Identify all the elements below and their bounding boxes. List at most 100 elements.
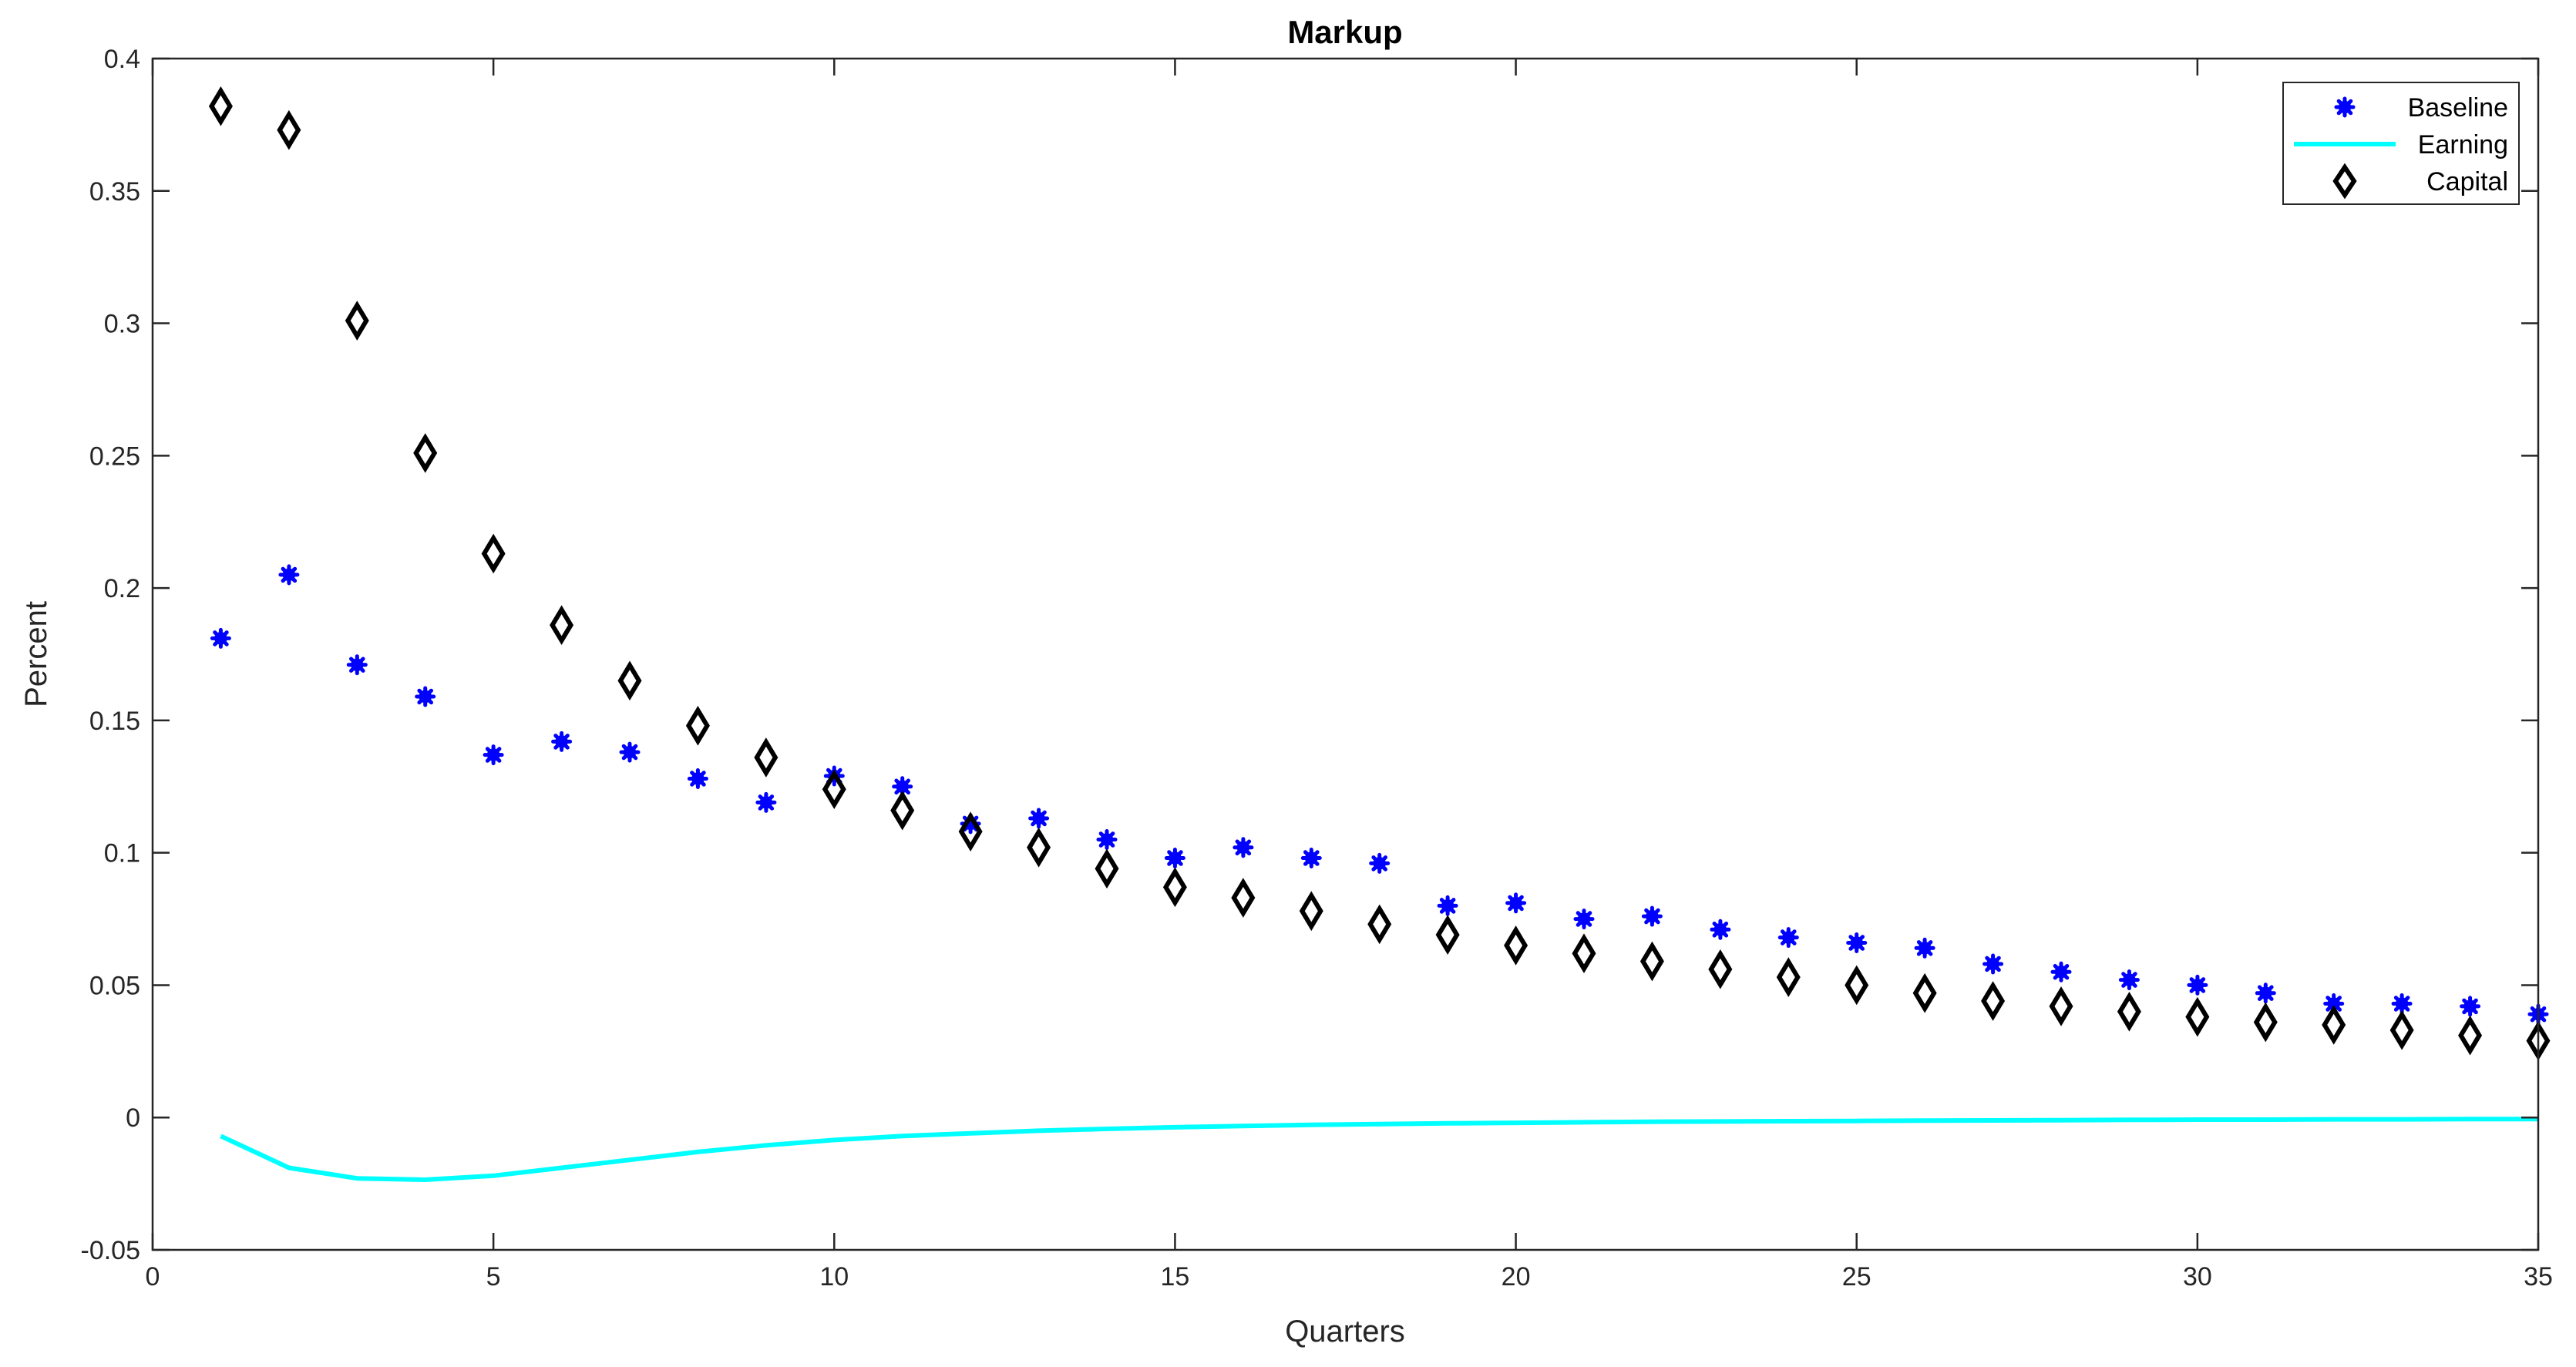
point-capital xyxy=(754,737,779,778)
point-baseline xyxy=(483,744,504,766)
point-capital xyxy=(1845,965,1869,1006)
y-axis-label: Percent xyxy=(19,601,53,707)
point-capital xyxy=(890,790,915,831)
plot-area xyxy=(153,59,2538,1250)
y-tick-label: 0.05 xyxy=(89,971,140,1000)
legend-label-earning: Earning xyxy=(2418,130,2508,160)
ticks-layer: 0 5 10 15 20 25 30 35-0.0500.050.10.150.20.250.… xyxy=(81,45,2553,1291)
x-tick-label: 30 xyxy=(2183,1262,2212,1291)
point-capital xyxy=(413,433,438,473)
point-capital xyxy=(1299,891,1323,932)
point-capital xyxy=(617,660,642,701)
point-baseline xyxy=(1437,895,1458,916)
point-capital xyxy=(2117,991,2141,1032)
point-capital xyxy=(1027,827,1051,868)
series-line-earning xyxy=(220,1117,2538,1182)
point-baseline xyxy=(1096,829,1118,850)
point-baseline xyxy=(1914,937,1935,959)
legend-label-capital: Capital xyxy=(2426,167,2508,196)
point-capital xyxy=(1367,904,1392,945)
point-baseline xyxy=(551,731,573,752)
point-baseline xyxy=(2460,996,2481,1017)
y-tick-label: 0.3 xyxy=(104,310,140,339)
point-capital xyxy=(550,605,574,646)
x-axis-label: Quarters xyxy=(1285,1315,1405,1349)
point-capital xyxy=(1504,925,1528,966)
legend-marker-baseline xyxy=(2334,96,2356,118)
y-tick-label: 0.4 xyxy=(104,45,140,74)
point-capital xyxy=(2458,1015,2483,1056)
x-tick-label: 25 xyxy=(1842,1262,1871,1291)
point-baseline xyxy=(2323,993,2345,1014)
point-capital xyxy=(208,86,233,126)
point-capital xyxy=(1708,949,1733,989)
y-tick-label: 0 xyxy=(126,1103,140,1133)
point-baseline xyxy=(2118,969,2140,991)
legend-marker-capital xyxy=(2332,163,2357,200)
point-baseline xyxy=(1505,892,1527,914)
point-baseline xyxy=(346,654,368,676)
point-baseline xyxy=(1641,905,1663,927)
point-baseline xyxy=(1846,932,1868,953)
y-tick-label: -0.05 xyxy=(81,1236,141,1265)
point-capital xyxy=(1572,933,1596,974)
point-capital xyxy=(1639,941,1664,982)
point-baseline xyxy=(1300,848,1322,868)
point-capital xyxy=(2185,996,2210,1037)
point-capital xyxy=(685,705,710,746)
y-tick-label: 0.15 xyxy=(89,707,140,736)
legend: Baseline Earning Capital xyxy=(2282,82,2520,205)
point-capital xyxy=(1435,915,1460,955)
point-baseline xyxy=(278,564,300,586)
point-capital xyxy=(277,109,301,150)
point-baseline xyxy=(1028,808,1050,829)
point-capital xyxy=(345,301,369,341)
point-baseline xyxy=(1982,953,2004,975)
point-capital xyxy=(1981,981,2006,1021)
y-tick-label: 0.25 xyxy=(89,442,140,471)
y-tick-label: 0.2 xyxy=(104,574,140,603)
point-capital xyxy=(2049,986,2073,1026)
point-capital xyxy=(1162,867,1187,908)
chart-title: Markup xyxy=(1287,14,1402,50)
point-baseline xyxy=(2255,982,2276,1004)
point-capital xyxy=(1776,957,1801,997)
y-tick-label: 0.35 xyxy=(89,177,140,207)
point-baseline xyxy=(1573,909,1595,930)
point-baseline xyxy=(755,791,777,813)
point-capital xyxy=(958,811,983,852)
point-baseline xyxy=(2187,974,2208,996)
legend-label-baseline: Baseline xyxy=(2408,93,2508,123)
x-tick-label: 15 xyxy=(1161,1262,1190,1291)
point-capital xyxy=(1095,848,1119,889)
x-tick-label: 35 xyxy=(2524,1262,2553,1291)
point-capital xyxy=(2322,1005,2346,1045)
point-baseline xyxy=(2391,993,2413,1014)
series-layer xyxy=(208,86,2551,1182)
point-capital xyxy=(481,533,506,574)
y-tick-label: 0.1 xyxy=(104,839,140,868)
x-tick-label: 5 xyxy=(486,1262,501,1291)
point-baseline xyxy=(892,776,913,798)
point-baseline xyxy=(687,768,708,789)
point-baseline xyxy=(1369,852,1391,874)
axes-box xyxy=(151,57,2540,1251)
point-baseline xyxy=(415,686,436,707)
point-capital xyxy=(1912,972,1937,1013)
point-capital xyxy=(1231,878,1256,918)
point-baseline xyxy=(1777,927,1799,949)
point-baseline xyxy=(1710,919,1731,940)
point-baseline xyxy=(2050,961,2072,982)
point-capital xyxy=(2253,1002,2278,1043)
point-capital xyxy=(2389,1010,2414,1050)
x-tick-label: 0 xyxy=(146,1262,160,1291)
point-baseline xyxy=(1233,837,1254,858)
x-tick-label: 20 xyxy=(1502,1262,1531,1291)
series-earning xyxy=(220,1117,2538,1182)
point-capital xyxy=(822,769,846,810)
x-tick-label: 10 xyxy=(819,1262,849,1291)
point-baseline xyxy=(210,627,231,649)
point-baseline xyxy=(619,741,641,763)
point-baseline xyxy=(1164,848,1185,868)
